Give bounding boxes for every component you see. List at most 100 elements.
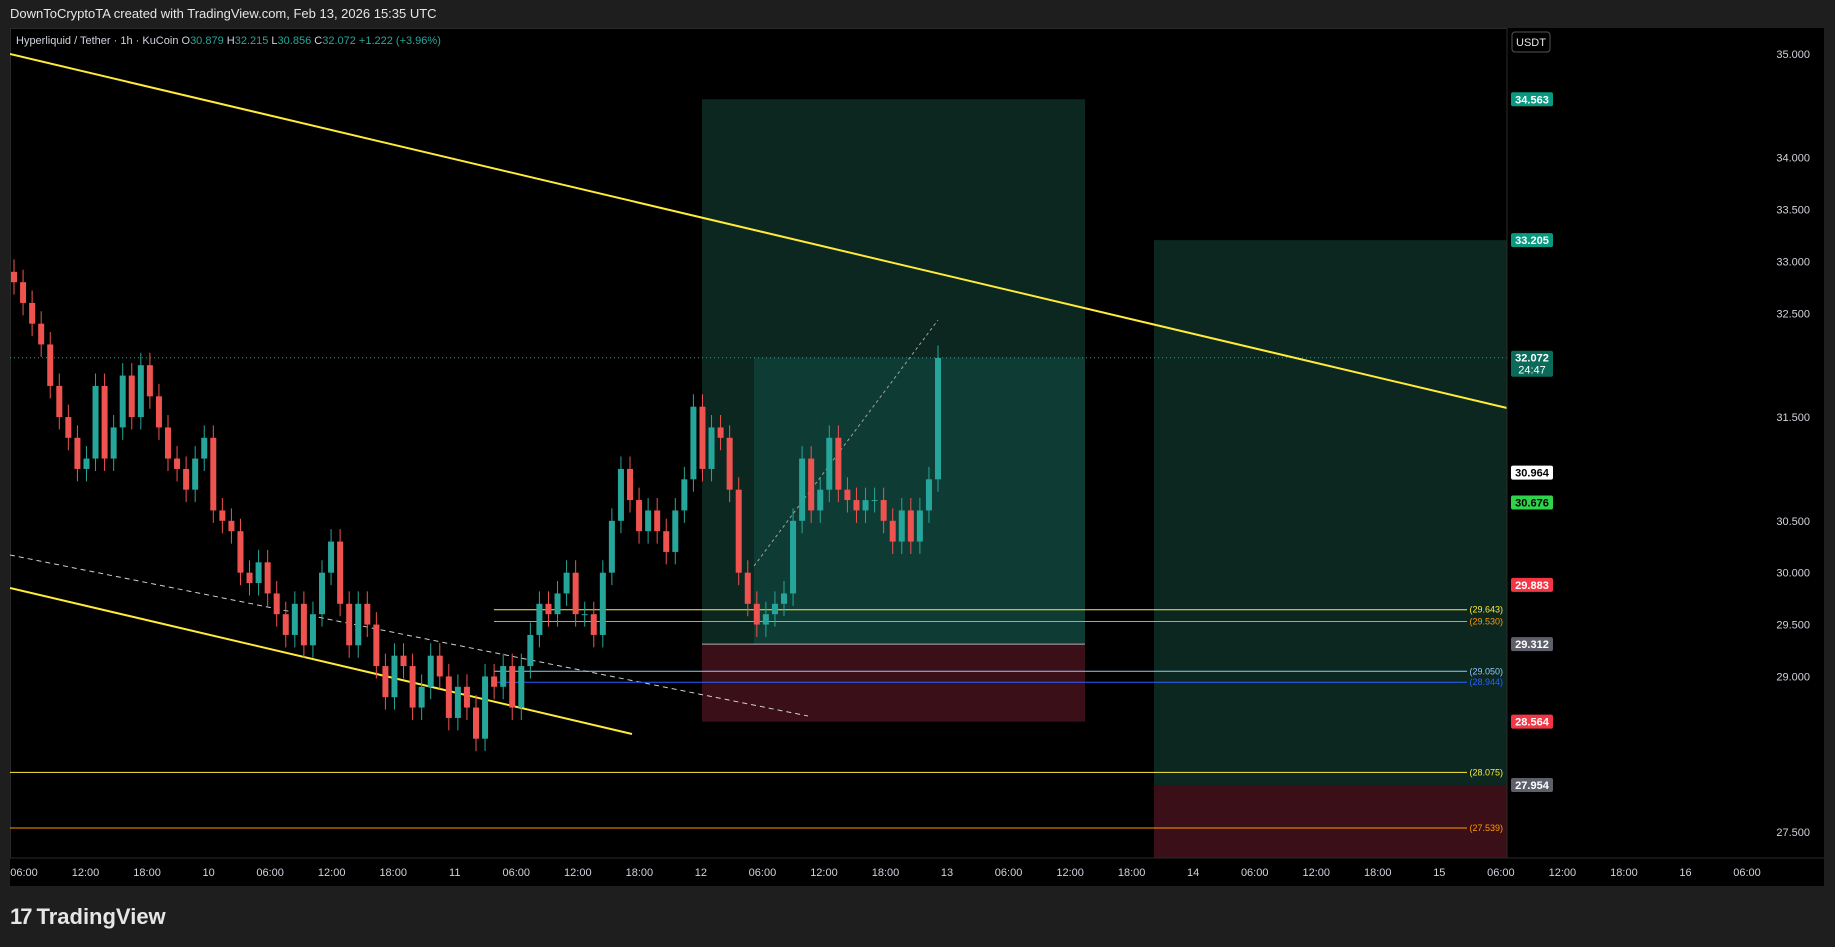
candle-body-19 — [183, 468, 190, 490]
candle-body-88 — [808, 458, 815, 511]
candle-body-81 — [744, 572, 751, 604]
candle-body-79 — [726, 437, 733, 490]
candle-body-38 — [355, 603, 362, 646]
x-tick-28: 06:00 — [1733, 867, 1761, 879]
price-axis: 35.000 34.000 33.500 33.000 32.500 31.500 30.5… — [1506, 28, 1824, 886]
candle-body-25 — [237, 531, 244, 573]
price-label-bg-7 — [1511, 714, 1553, 729]
candle-body-83 — [762, 614, 769, 625]
price-label-1: 33.205 — [1515, 235, 1549, 247]
candle-body-92 — [844, 489, 851, 501]
candle-body-62 — [572, 572, 579, 615]
candle-body-85 — [781, 593, 787, 604]
candle-body-31 — [291, 603, 298, 635]
candle-body-73 — [672, 510, 679, 552]
legend-high-value: 32.215 — [235, 35, 272, 47]
price-label-3: 30.964 — [1515, 468, 1550, 480]
price-chart[interactable]: (29.643)(29.530) (29.050)(28.944) (28.075)… — [10, 28, 1824, 886]
candle-body-95 — [871, 500, 878, 502]
candle-body-17 — [165, 427, 171, 459]
candle-body-37 — [346, 603, 353, 646]
header-title: DownToCryptoTA created with TradingView.… — [10, 6, 437, 21]
candle-body-45 — [418, 686, 425, 708]
x-tick-9: 12:00 — [564, 867, 592, 879]
target-zone-2 — [1154, 240, 1507, 785]
candle-body-3 — [38, 323, 45, 345]
x-tick-17: 12:00 — [1056, 867, 1084, 879]
price-label-7: 28.564 — [1515, 717, 1550, 729]
candle-body-53 — [491, 676, 498, 687]
level-label-4: (28.075) — [1469, 767, 1503, 777]
candle-body-29 — [273, 593, 280, 615]
tradingview-logo-icon: 17 — [10, 904, 33, 929]
candle-body-14 — [137, 365, 144, 418]
candle-body-12 — [119, 375, 126, 428]
price-label-countdown: 24:47 — [1518, 365, 1546, 377]
price-label-bg-2 — [1511, 350, 1553, 377]
x-tick-6: 18:00 — [379, 867, 407, 879]
legend-low-value: 30.856 — [278, 35, 315, 47]
candle-body-2 — [29, 302, 36, 324]
x-tick-12: 06:00 — [749, 867, 777, 879]
candle-body-10 — [101, 385, 108, 459]
candle-body-67 — [617, 468, 624, 521]
candle-body-75 — [690, 406, 697, 480]
x-tick-15: 13 — [941, 867, 953, 879]
brand-name: TradingView — [36, 904, 166, 929]
candle-body-74 — [681, 479, 688, 511]
candle-body-28 — [264, 562, 271, 594]
horizontal-levels: (29.643)(29.530) (29.050)(28.944) (28.075)… — [10, 605, 1503, 833]
currency-button-bg — [1511, 31, 1551, 53]
legend-high-label: H — [227, 35, 235, 47]
price-label-bg-6 — [1511, 637, 1553, 652]
y-tick-6: 30.500 — [1776, 516, 1810, 528]
candle-body-27 — [255, 562, 262, 584]
y-tick-0: 35.000 — [1776, 49, 1810, 61]
candle-body-94 — [862, 500, 869, 511]
candle-body-51 — [473, 707, 479, 739]
candle-body-66 — [608, 520, 615, 573]
candle-body-57 — [527, 634, 534, 667]
level-label-3: (28.944) — [1469, 677, 1503, 687]
y-tick-5: 31.500 — [1776, 412, 1810, 424]
x-tick-13: 12:00 — [810, 867, 838, 879]
price-label-2: 32.072 — [1515, 353, 1549, 365]
candle-body-41 — [382, 666, 389, 698]
price-label-6: 29.312 — [1515, 639, 1549, 651]
candle-body-48 — [445, 676, 452, 718]
y-tick-8: 29.500 — [1776, 620, 1810, 632]
position-zones — [702, 99, 1507, 858]
candle-body-93 — [853, 500, 860, 511]
candle-body-7 — [74, 437, 81, 469]
candle-body-47 — [436, 655, 443, 677]
candle-body-102 — [935, 357, 941, 480]
candle-body-18 — [174, 458, 181, 469]
candle-body-100 — [916, 510, 923, 542]
candle-body-99 — [907, 510, 914, 542]
candle-body-44 — [409, 666, 416, 708]
candle-body-13 — [128, 375, 135, 418]
candle-body-8 — [83, 458, 90, 469]
candle-body-32 — [300, 603, 307, 646]
candle-body-86 — [790, 520, 797, 594]
x-tick-2: 18:00 — [133, 867, 161, 879]
candle-body-23 — [219, 510, 226, 521]
candle-body-80 — [735, 489, 742, 573]
symbol-legend-text: Hyperliquid / Tether · 1h · KuCoin O30.8… — [16, 35, 441, 47]
tradingview-footer[interactable]: 17 TradingView — [10, 900, 166, 934]
candle-body-96 — [880, 500, 887, 521]
candle-body-52 — [482, 676, 489, 739]
legend-low-label: L — [271, 35, 277, 47]
level-label-1: (29.530) — [1469, 616, 1503, 626]
candle-body-15 — [146, 365, 153, 397]
candle-body-26 — [246, 572, 253, 584]
candle-body-4 — [47, 344, 54, 386]
x-tick-5: 12:00 — [318, 867, 346, 879]
price-label-bg-1 — [1511, 233, 1553, 248]
x-tick-27: 16 — [1679, 867, 1691, 879]
candle-body-6 — [65, 417, 72, 438]
currency-button[interactable]: USDT — [1516, 37, 1546, 49]
candle-body-58 — [536, 603, 543, 635]
candle-body-35 — [328, 541, 335, 573]
time-axis: 06:00 12:00 18:00 10 06:00 12:00 18:00 11 06:00 1… — [10, 857, 1824, 886]
